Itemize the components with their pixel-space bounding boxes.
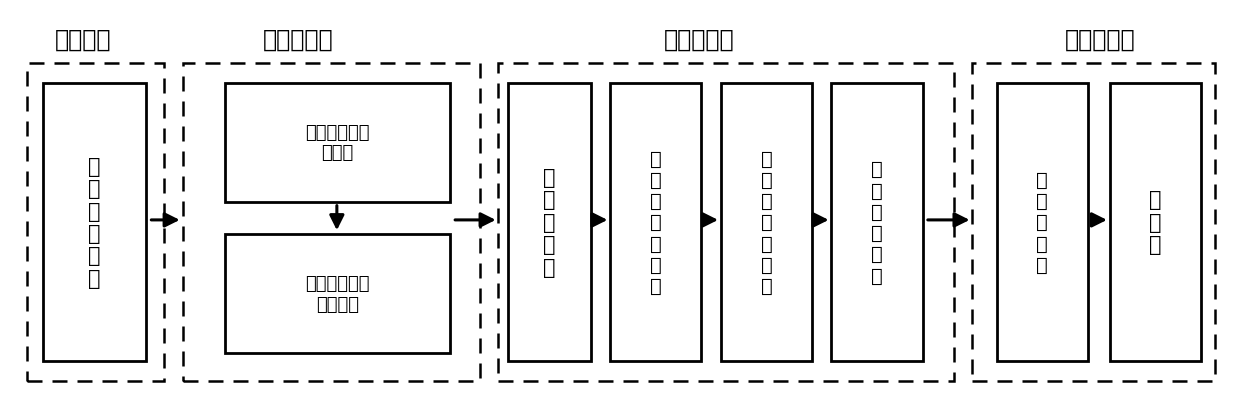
Text: 芯
材
厚
度
优
化: 芯 材 厚 度 优 化 (872, 160, 883, 285)
Bar (720, 83, 812, 361)
Bar (27, 64, 164, 381)
Bar (1110, 83, 1200, 361)
Bar (498, 64, 954, 381)
Text: 分析、优化: 分析、优化 (663, 28, 734, 52)
Bar (508, 83, 590, 361)
Text: 纤
维
布
铺
层
优
化: 纤 维 布 铺 层 优 化 (760, 149, 773, 295)
Text: 设
计
、
校
核: 设 计 、 校 核 (1037, 171, 1048, 274)
Text: 有
限
元
分
析: 有 限 元 分 析 (543, 168, 556, 277)
Text: 叶片部件二次
铺层模型: 叶片部件二次 铺层模型 (305, 275, 370, 313)
Text: 有限元建模: 有限元建模 (263, 28, 334, 52)
Text: 设计、制图: 设计、制图 (1065, 28, 1136, 52)
Bar (182, 64, 480, 381)
Bar (224, 234, 450, 353)
Bar (610, 83, 702, 361)
Text: 叶片有限元初
始模型: 叶片有限元初 始模型 (305, 124, 370, 162)
Bar (42, 83, 146, 361)
Text: 叶
片
几
何
建
模: 叶 片 几 何 建 模 (88, 156, 100, 288)
Text: 数
据
提
取
、
整
理: 数 据 提 取 、 整 理 (650, 149, 662, 295)
Bar (972, 64, 1215, 381)
Bar (224, 83, 450, 202)
Bar (997, 83, 1087, 361)
Text: 几何建模: 几何建模 (55, 28, 112, 52)
Bar (832, 83, 923, 361)
Text: 图
纸
化: 图 纸 化 (1149, 190, 1162, 255)
